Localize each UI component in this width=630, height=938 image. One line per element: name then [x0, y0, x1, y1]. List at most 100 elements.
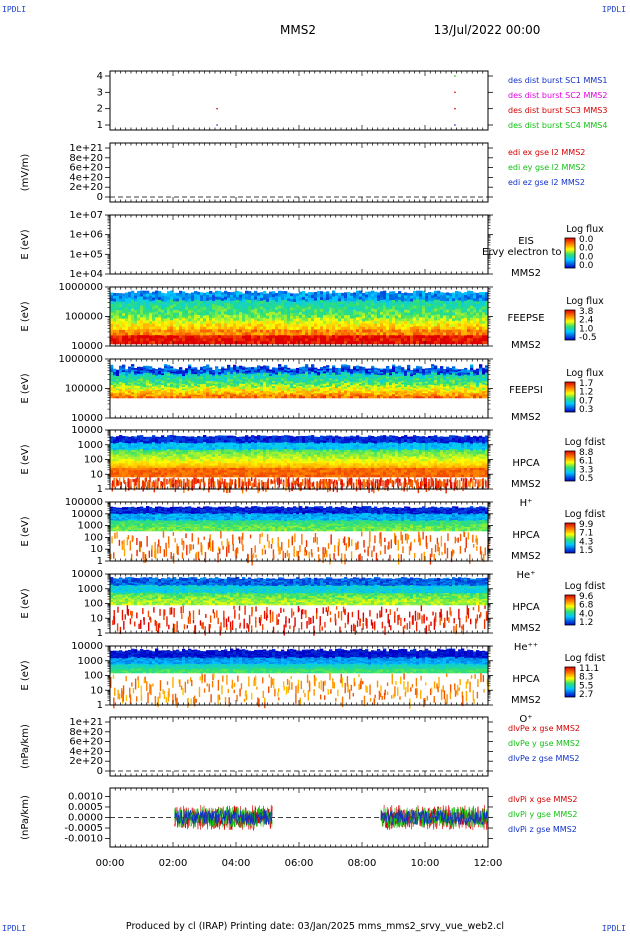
feepsi-panel-pixel [260, 373, 263, 375]
feepse-panel-pixel [350, 338, 353, 341]
feepse-panel-pixel [260, 321, 263, 324]
feepsi-panel-pixel [203, 396, 206, 398]
feepse-panel-pixel [185, 316, 188, 319]
feepse-panel-pixel [254, 323, 257, 326]
feepse-panel-pixel [155, 338, 158, 341]
feepse-panel-pixel [257, 330, 260, 333]
feepsi-panel-pixel [200, 393, 203, 395]
feepse-panel-pixel [197, 298, 200, 301]
feepsi-panel-pixel [179, 389, 182, 391]
feepsi-panel-pixel [272, 371, 275, 373]
feepse-panel-pixel [251, 310, 254, 313]
feepsi-panel-pixel [158, 396, 161, 398]
feepse-panel-pixel [305, 319, 308, 322]
feepse-panel-pixel [407, 321, 410, 324]
feepsi-panel-pixel [227, 374, 230, 376]
feepse-panel-pixel [218, 317, 221, 320]
eis-panel-ylabel: E (eV) [20, 229, 31, 259]
feepsi-panel-pixel [398, 375, 401, 377]
feepse-panel-pixel [116, 307, 119, 310]
feepsi-panel-pixel [347, 383, 350, 385]
feepsi-panel-pixel [398, 387, 401, 389]
feepse-panel-pixel [446, 304, 449, 307]
feepsi-panel-pixel [203, 382, 206, 384]
feepse-panel-pixel [218, 338, 221, 341]
feepse-panel-pixel [383, 303, 386, 306]
feepse-panel-pixel [176, 307, 179, 310]
feepse-panel-pixel [329, 322, 332, 325]
feepse-panel-pixel [311, 321, 314, 324]
feepsi-panel-pixel [248, 388, 251, 390]
feepse-panel-pixel [353, 327, 356, 330]
feepse-panel-pixel [449, 313, 452, 316]
feepsi-panel-pixel [164, 377, 167, 379]
feepsi-panel-pixel [170, 384, 173, 386]
feepsi-panel-pixel [188, 389, 191, 391]
feepsi-panel-pixel [302, 372, 305, 374]
feepse-panel-pixel [146, 314, 149, 317]
feepse-panel-pixel [131, 294, 134, 297]
feepse-panel-pixel [326, 318, 329, 321]
feepsi-panel-pixel [362, 395, 365, 397]
feepse-panel-pixel [143, 329, 146, 332]
feepse-panel-pixel [329, 333, 332, 336]
feepsi-panel-pixel [320, 383, 323, 385]
feepse-panel-pixel [347, 341, 350, 344]
feepse-panel-pixel [134, 333, 137, 336]
feepsi-panel-pixel [299, 381, 302, 383]
feepse-panel-pixel [197, 303, 200, 306]
feepsi-panel-pixel [374, 396, 377, 398]
feepsi-panel-pixel [431, 379, 434, 381]
feepse-panel-pixel [221, 298, 224, 301]
feepsi-panel-pixel [341, 370, 344, 372]
feepsi-panel-pixel [362, 377, 365, 379]
feepse-panel-pixel [467, 291, 470, 294]
feepse-panel-pixel [137, 312, 140, 315]
feepsi-panel-pixel [137, 391, 140, 393]
feepse-panel-pixel [290, 299, 293, 302]
feepsi-panel-pixel [416, 387, 419, 389]
feepse-panel-pixel [341, 321, 344, 324]
feepse-panel-pixel [413, 294, 416, 297]
feepse-panel-pixel [215, 303, 218, 306]
feepse-panel-pixel [278, 297, 281, 300]
feepse-panel-pixel [308, 306, 311, 309]
feepsi-panel-pixel [281, 389, 284, 391]
eis-panel-overlay-text: Ervy electron to [482, 247, 562, 258]
feepse-panel-pixel [131, 311, 134, 314]
feepse-panel-pixel [173, 338, 176, 341]
feepse-panel-pixel [278, 306, 281, 309]
feepse-panel-pixel [371, 297, 374, 300]
feepse-panel-pixel [239, 295, 242, 298]
feepse-panel-pixel [281, 300, 284, 303]
feepse-panel-pixel [329, 299, 332, 302]
feepse-panel-pixel [284, 323, 287, 326]
feepsi-panel-pixel [323, 394, 326, 396]
feepse-panel-pixel [203, 307, 206, 310]
feepse-panel-pixel [215, 320, 218, 323]
feepsi-panel-pixel [143, 380, 146, 382]
feepse-panel-pixel [266, 327, 269, 330]
feepse-panel-pixel [350, 321, 353, 324]
feepsi-panel-pixel [278, 394, 281, 396]
feepse-panel-pixel [344, 292, 347, 295]
feepsi-panel-pixel [227, 365, 230, 367]
feepse-panel-pixel [158, 315, 161, 318]
feepse-panel-pixel [458, 292, 461, 295]
feepsi-panel-pixel [128, 396, 131, 398]
feepse-panel-pixel [443, 321, 446, 324]
corner-tag-bottom-right: IPDLI [602, 924, 626, 933]
feepse-panel-colorbar-value: -0.5 [579, 333, 597, 343]
feepse-panel-pixel [239, 338, 242, 341]
feepsi-panel-pixel [416, 382, 419, 384]
feepse-panel-pixel [134, 313, 137, 316]
feepse-panel-pixel [260, 298, 263, 301]
feepse-panel-pixel [257, 301, 260, 304]
feepse-panel-pixel [317, 306, 320, 309]
feepsi-panel-pixel [137, 386, 140, 388]
feepse-panel-pixel [287, 338, 290, 341]
feepsi-panel-pixel [281, 381, 284, 383]
feepse-panel-pixel [260, 304, 263, 307]
feepse-panel-pixel [380, 306, 383, 309]
feepse-panel-pixel [212, 301, 215, 304]
